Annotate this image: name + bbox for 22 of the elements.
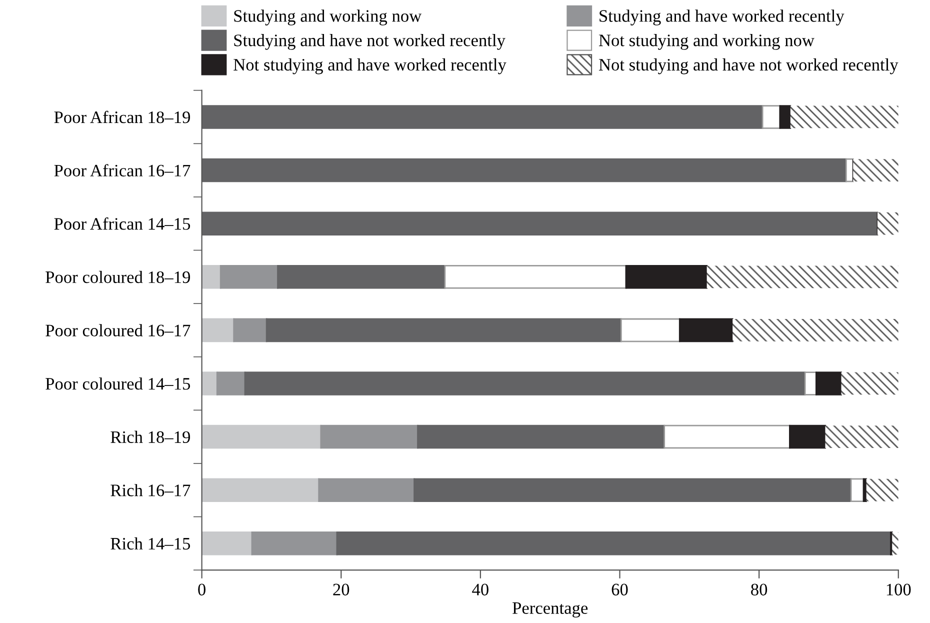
x-tick-label: 60 (612, 584, 628, 596)
y-tick-label: Poor African 18–19 (54, 110, 190, 124)
y-tick-label: Poor African 14–15 (54, 217, 190, 230)
x-tick-label: 40 (472, 584, 488, 596)
x-tick-label: 100 (886, 584, 911, 596)
y-tick-label: Rich 18–19 (110, 430, 190, 443)
x-tick-label: 80 (751, 584, 768, 596)
y-tick-label: Poor coloured 14–15 (46, 377, 190, 390)
y-tick-label: Poor coloured 18–19 (46, 270, 190, 284)
x-axis-title: Percentage (512, 602, 588, 618)
y-tick-label: Rich 14–15 (110, 537, 190, 550)
legend-label: Studying and have worked recently (600, 10, 844, 26)
y-tick-label: Poor African 16–17 (54, 164, 190, 176)
legend-label: Not studying and working now (598, 34, 814, 50)
legend-label: Studying and have not worked recently (234, 34, 506, 50)
legend-label: Studying and working now (234, 10, 422, 26)
y-tick-label: Rich 16–17 (110, 484, 190, 496)
legend-label: Not studying and have worked recently (234, 58, 506, 74)
x-tick-label: 20 (333, 584, 350, 596)
x-tick-label: 0 (198, 584, 206, 596)
legend-label: Not studying and have not worked recently (598, 58, 898, 74)
y-tick-label: Poor coloured 16–17 (46, 324, 190, 336)
